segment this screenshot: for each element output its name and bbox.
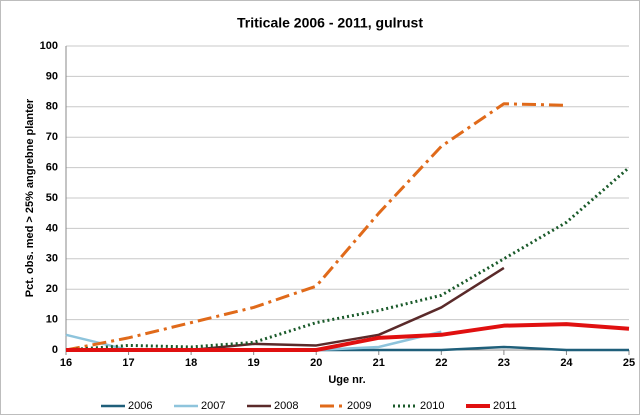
legend-label: 2006 — [128, 400, 152, 412]
legend-label: 2011 — [493, 400, 517, 412]
y-tick-label: 90 — [46, 70, 58, 82]
y-axis-label: Pct. obs. med > 25% angrebne planter — [24, 98, 36, 297]
x-tick-label: 22 — [435, 357, 447, 369]
x-tick-label: 23 — [498, 357, 510, 369]
series-line — [66, 322, 630, 352]
y-tick-label: 60 — [46, 162, 58, 174]
legend-label: 2009 — [347, 400, 371, 412]
legend-label: 2010 — [420, 400, 444, 412]
y-tick-label: 50 — [46, 192, 58, 204]
y-tick-label: 100 — [40, 40, 58, 52]
x-axis-label: Uge nr. — [328, 374, 365, 386]
chart-title: Triticale 2006 - 2011, gulrust — [237, 15, 423, 31]
y-tick-label: 20 — [46, 283, 58, 295]
x-tick-label: 16 — [60, 357, 72, 369]
x-tick-label: 25 — [623, 357, 635, 369]
y-tick-label: 40 — [46, 222, 58, 234]
x-tick-label: 19 — [248, 357, 260, 369]
y-tick-label: 30 — [46, 253, 58, 265]
y-tick-label: 10 — [46, 314, 58, 326]
x-tick-label: 18 — [185, 357, 197, 369]
y-tick-label: 0 — [52, 344, 58, 356]
x-tick-label: 20 — [310, 357, 322, 369]
series-line — [65, 166, 630, 352]
legend-label: 2007 — [201, 400, 225, 412]
y-tick-label: 80 — [46, 101, 58, 113]
x-tick-label: 17 — [122, 357, 134, 369]
y-tick-label: 70 — [46, 131, 58, 143]
x-tick-label: 24 — [560, 357, 573, 369]
legend-label: 2008 — [274, 400, 298, 412]
series-line — [65, 102, 567, 352]
x-tick-label: 21 — [373, 357, 385, 369]
